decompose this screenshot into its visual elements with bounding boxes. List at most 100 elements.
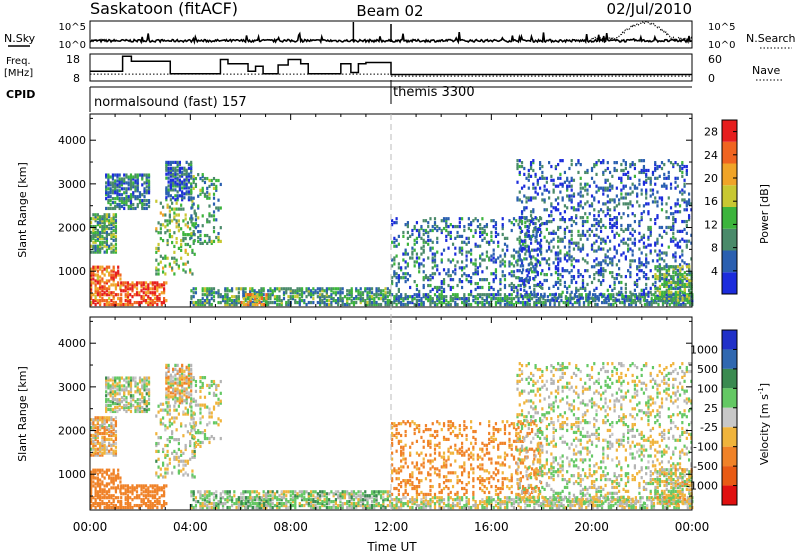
power-cell [623, 173, 625, 176]
power-cell [559, 183, 561, 186]
power-cell [654, 281, 656, 284]
vel-cell [129, 502, 131, 505]
power-cell [326, 303, 328, 306]
power-cell [432, 266, 434, 269]
power-cell [645, 189, 647, 192]
power-cell [436, 251, 438, 254]
power-cell [107, 207, 109, 210]
power-cell [666, 281, 668, 284]
power-cell [465, 243, 467, 246]
power-cell [668, 226, 670, 229]
power-cell [532, 234, 534, 237]
power-cell [623, 159, 625, 162]
vel-cell [101, 500, 103, 503]
power-cell [99, 215, 101, 218]
power-cell [541, 175, 543, 178]
power-cell [634, 163, 636, 166]
power-cell [636, 187, 638, 190]
power-cell [663, 173, 665, 176]
power-cell [541, 269, 543, 272]
power-cell [686, 220, 688, 223]
power-cell [114, 173, 116, 176]
power-cell [534, 240, 536, 243]
power-cell [155, 227, 157, 230]
power-cell [454, 237, 456, 240]
vel-cell [128, 380, 130, 383]
power-cell [176, 225, 178, 228]
power-cell [407, 243, 409, 246]
vel-cell [185, 424, 187, 427]
power-cell [468, 274, 470, 277]
power-cell [165, 161, 167, 164]
power-cell [125, 303, 127, 306]
power-cell [519, 226, 521, 229]
power-cell [423, 219, 425, 222]
power-cell [147, 301, 149, 304]
power-cell [516, 181, 518, 184]
power-cell [638, 240, 640, 243]
power-cell [387, 291, 389, 294]
power-cell [600, 208, 602, 211]
power-cell [627, 171, 629, 174]
power-cell [625, 228, 627, 231]
vel-cell [154, 494, 156, 497]
power-cell [274, 301, 276, 304]
power-cell [669, 303, 671, 306]
power-cell [674, 181, 676, 184]
power-cell [684, 283, 686, 286]
power-cell [571, 275, 573, 278]
power-cell [276, 287, 278, 290]
power-cell [600, 230, 602, 233]
power-cell [110, 187, 112, 190]
power-cell [604, 202, 606, 205]
vel-cell [161, 494, 163, 497]
power-cell [566, 291, 568, 294]
power-cell [571, 259, 573, 262]
power-cell [477, 293, 479, 296]
vel-cell [158, 486, 160, 489]
power-cell [571, 238, 573, 241]
power-cell [656, 253, 658, 256]
power-cell [629, 263, 631, 266]
power-cell [486, 223, 488, 226]
power-cell [434, 252, 436, 255]
power-cell [202, 287, 204, 290]
power-cell [534, 263, 536, 266]
power-cell [211, 240, 213, 243]
vel-cell [167, 405, 169, 408]
power-cell [125, 181, 127, 184]
power-cell [429, 217, 431, 220]
power-cell [580, 216, 582, 219]
power-cell [613, 255, 615, 258]
freq-label: Freq. [6, 56, 31, 67]
power-cell [544, 189, 546, 192]
power-cell [674, 177, 676, 180]
power-cell [511, 221, 513, 224]
power-cell [645, 246, 647, 249]
power-cell [665, 177, 667, 180]
power-cell [601, 301, 603, 304]
power-cell [378, 297, 380, 300]
power-cell [632, 228, 634, 231]
power-cell [245, 287, 247, 290]
power-cell [459, 217, 461, 220]
power-cell [129, 283, 131, 286]
vel-cell [108, 416, 110, 419]
power-cell [559, 249, 561, 252]
power-cell [185, 263, 187, 266]
power-cell [149, 291, 151, 294]
vel-cell [92, 496, 94, 499]
power-cell [634, 220, 636, 223]
power-cell [108, 301, 110, 304]
power-cell [604, 297, 606, 300]
power-cell [683, 228, 685, 231]
power-cell [180, 249, 182, 252]
power-cell [532, 255, 534, 258]
power-cell [681, 189, 683, 192]
power-cell [213, 214, 215, 217]
power-cell [679, 204, 681, 207]
power-cell [551, 293, 553, 296]
power-cell [595, 228, 597, 231]
power-cell [654, 265, 656, 268]
power-cell [610, 293, 612, 296]
